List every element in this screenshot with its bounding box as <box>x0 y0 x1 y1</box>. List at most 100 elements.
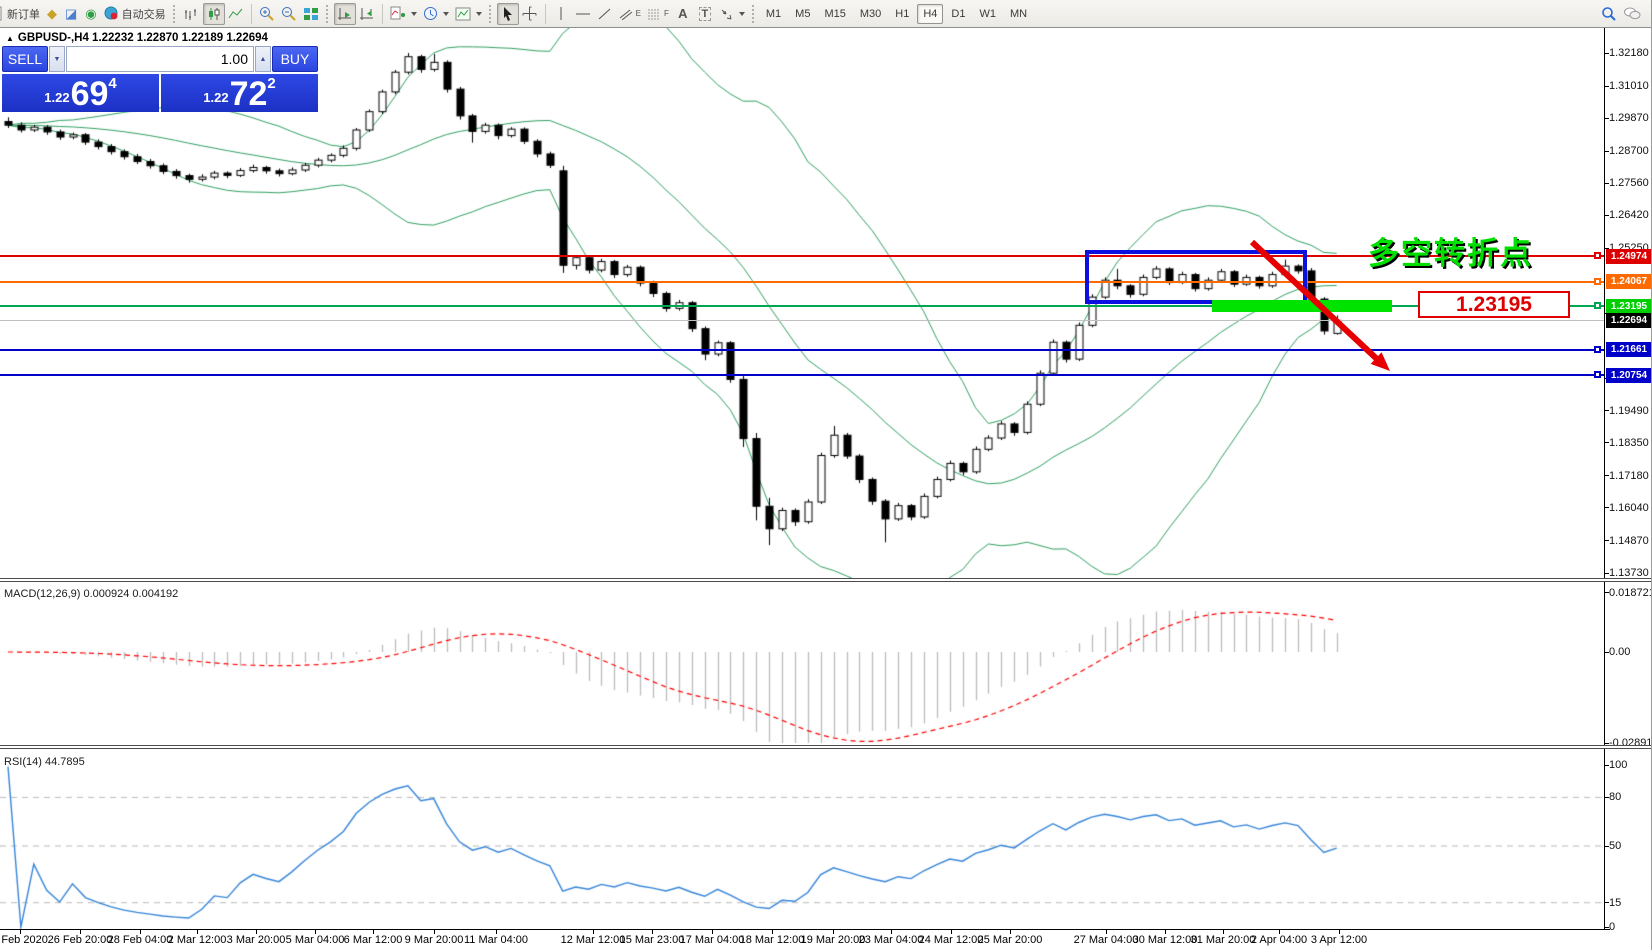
signal-icon[interactable]: ◉ <box>85 5 97 21</box>
text-tool-button[interactable]: A <box>672 3 694 25</box>
time-axis-label: 27 Mar 04:00 <box>1073 934 1139 946</box>
line-chart-button[interactable] <box>225 3 247 25</box>
candlestick-chart-button[interactable] <box>202 2 225 25</box>
indicators-button[interactable] <box>387 3 420 25</box>
volume-increase-button[interactable]: ▲ <box>255 46 271 72</box>
channel-icon <box>619 9 632 20</box>
sell-price-pip: 4 <box>108 75 117 92</box>
horizontal-level-line[interactable] <box>0 374 1604 377</box>
zoom-out-button[interactable] <box>278 3 300 25</box>
pane-splitter[interactable] <box>0 745 1651 749</box>
time-axis-label: 15 Mar 23:00 <box>619 934 685 946</box>
price-tick-label: 1.13730 <box>1609 567 1649 579</box>
arrows-tool-button[interactable] <box>716 3 748 25</box>
macd-chart-canvas[interactable] <box>0 582 1604 745</box>
new-order-icon <box>0 6 2 21</box>
price-tick-label: 1.16040 <box>1609 501 1649 514</box>
channel-tool-button[interactable]: E <box>616 3 644 25</box>
pane-splitter[interactable] <box>0 578 1651 582</box>
price-tick <box>1604 442 1609 444</box>
timeframe-m15[interactable]: M15 <box>824 7 846 20</box>
horizontal-level-line[interactable] <box>0 348 1604 351</box>
fibonacci-tool-button[interactable]: F <box>644 3 672 25</box>
rsi-tick-label: 80 <box>1609 791 1622 804</box>
line-anchor-square <box>1594 371 1601 379</box>
time-tick <box>1106 930 1107 934</box>
toolbar-grip[interactable] <box>172 4 177 23</box>
toolbar-grip[interactable] <box>488 4 493 23</box>
toolbar-grip[interactable] <box>751 4 756 23</box>
timeframe-d1[interactable]: D1 <box>951 7 966 20</box>
rsi-tick <box>1604 926 1609 928</box>
chart-shift-icon <box>359 7 373 20</box>
chart-shift-button[interactable] <box>356 3 378 25</box>
macd-tick <box>1604 592 1609 594</box>
vertical-line-tool-button[interactable] <box>550 3 572 25</box>
timeframe-h1[interactable]: H1 <box>895 7 910 20</box>
time-tick <box>315 930 316 934</box>
price-callout-box[interactable]: 1.23195 <box>1418 291 1570 318</box>
horizontal-line-tool-button[interactable] <box>572 3 594 25</box>
templates-button[interactable] <box>452 3 485 25</box>
timeframe-m1[interactable]: M1 <box>765 7 782 20</box>
time-axis-label: 2 Apr 04:00 <box>1250 934 1308 946</box>
rsi-tick <box>1604 845 1609 847</box>
time-axis-label: 2 Mar 12:00 <box>167 934 227 946</box>
horizontal-level-line[interactable] <box>0 305 1604 308</box>
time-tick <box>197 930 198 934</box>
rsi-tick-label: 50 <box>1609 840 1622 852</box>
timeframe-m30[interactable]: M30 <box>859 7 882 20</box>
sell-button[interactable]: SELL <box>2 46 48 72</box>
timeframe-mn[interactable]: MN <box>1009 7 1028 20</box>
time-tick <box>951 930 952 934</box>
profile-icon[interactable]: ◆ <box>47 5 57 21</box>
tile-windows-button[interactable] <box>300 3 322 25</box>
price-tick-label: 1.17180 <box>1609 469 1649 482</box>
price-tick <box>1604 507 1609 509</box>
price-tick-label: 1.18350 <box>1609 436 1649 449</box>
horizontal-level-line[interactable] <box>0 280 1604 283</box>
consolidation-rectangle[interactable] <box>1085 250 1307 304</box>
trendline-tool-button[interactable] <box>594 3 616 25</box>
toolbar: 新订单 ◆ ◪ ◉ 自动交易 <box>0 0 1651 28</box>
time-axis-line <box>0 929 1610 930</box>
dropdown-caret-icon <box>410 11 417 16</box>
horizontal-level-line[interactable] <box>0 255 1604 258</box>
timeframe-h4[interactable]: H4 <box>917 3 944 24</box>
price-tick-label: 1.32180 <box>1609 47 1649 59</box>
sell-price-prefix: 1.22 <box>44 90 70 105</box>
bar-chart-button[interactable] <box>181 3 203 25</box>
time-axis-label: 25 Mar 20:00 <box>977 934 1043 946</box>
timeframe-w1[interactable]: W1 <box>979 7 996 20</box>
horizontal-level-line[interactable] <box>0 319 1604 321</box>
price-tick <box>1604 572 1609 574</box>
search-button[interactable] <box>1598 3 1620 25</box>
price-tick <box>1604 410 1609 412</box>
buy-button[interactable]: BUY <box>272 46 318 72</box>
crosshair-tool-button[interactable] <box>519 3 541 25</box>
price-tag: 1.23195 <box>1606 298 1651 314</box>
timeframe-m5[interactable]: M5 <box>795 7 811 20</box>
zoom-in-button[interactable] <box>256 3 278 25</box>
periods-button[interactable] <box>420 3 452 25</box>
support-highlight-bar[interactable] <box>1212 300 1392 312</box>
volume-decrease-button[interactable]: ▼ <box>49 46 65 72</box>
toolbar-separator <box>381 3 383 24</box>
time-tick <box>373 930 374 934</box>
autotrading-button[interactable]: 自动交易 <box>101 3 169 25</box>
auto-scroll-button[interactable] <box>333 2 356 25</box>
buy-price-pip: 2 <box>267 75 276 92</box>
sell-price-display[interactable]: 1.22 69 4 <box>2 74 159 112</box>
buy-price-display[interactable]: 1.22 72 2 <box>161 74 318 112</box>
cursor-tool-button[interactable] <box>496 2 519 25</box>
charts-icon[interactable]: ◪ <box>65 5 78 21</box>
rsi-chart-canvas[interactable] <box>0 749 1604 929</box>
chat-button[interactable] <box>1620 3 1644 25</box>
label-tool-button[interactable]: T <box>694 3 716 25</box>
macd-tick <box>1604 742 1609 744</box>
toolbar-grip[interactable] <box>325 4 330 23</box>
new-order-button[interactable]: 新订单 <box>0 3 43 25</box>
time-tick <box>593 930 594 934</box>
volume-input[interactable] <box>66 46 254 72</box>
price-tick <box>1604 247 1609 249</box>
